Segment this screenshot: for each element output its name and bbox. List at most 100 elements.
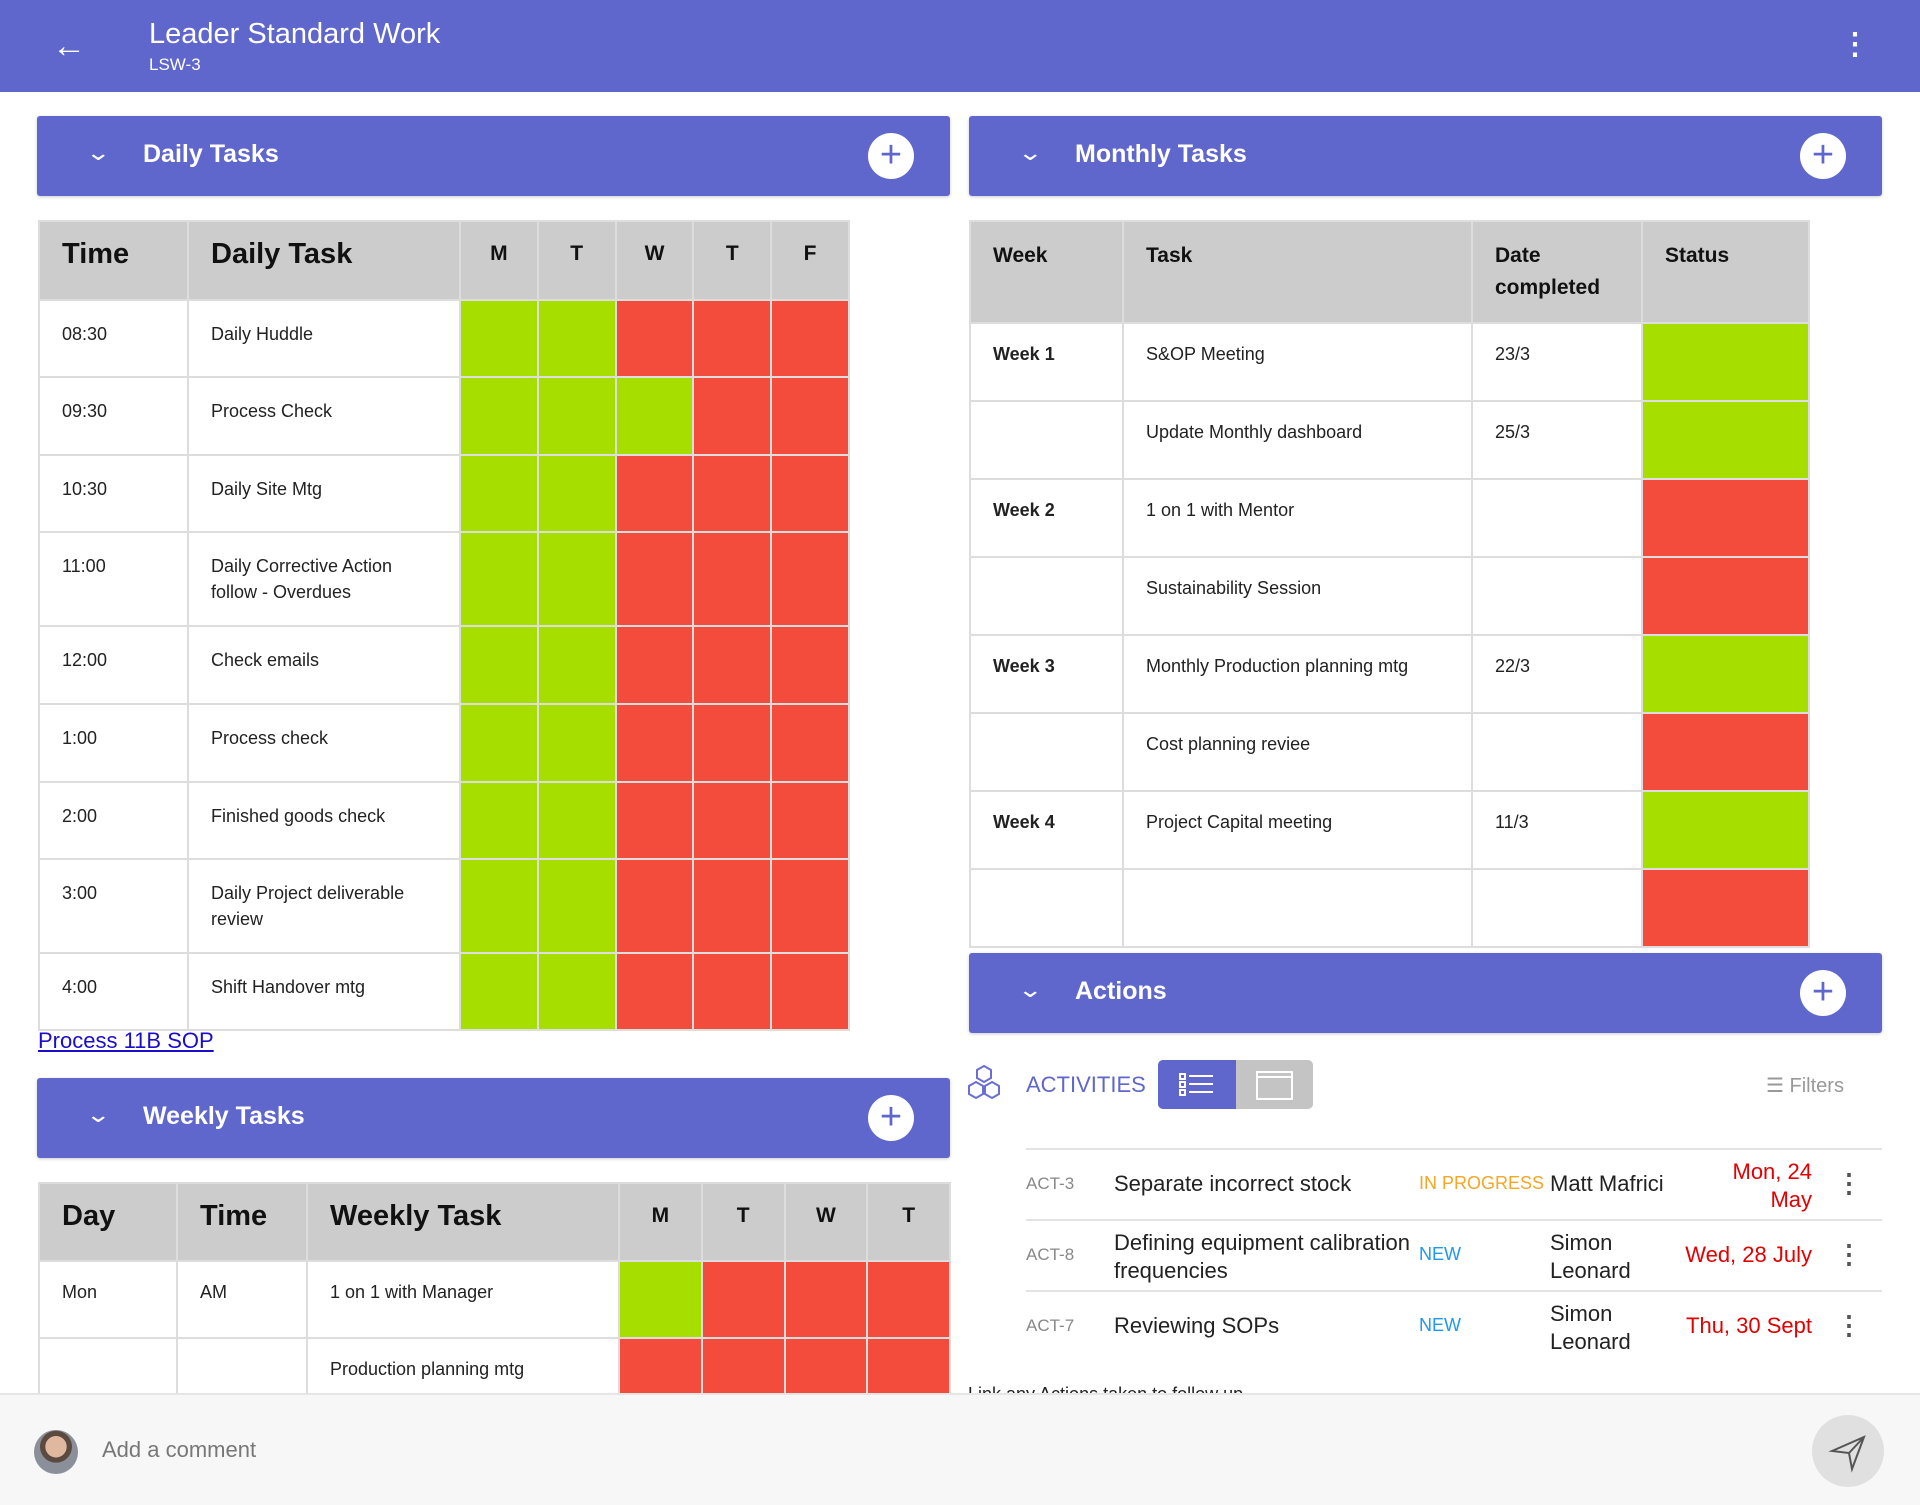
- more-menu-icon[interactable]: ⋮: [1840, 28, 1870, 61]
- status-cell-done[interactable]: [1641, 790, 1810, 870]
- task-cell: Check emails: [187, 625, 461, 705]
- status-cell-done[interactable]: [459, 858, 539, 954]
- column-header: Weekly Task: [306, 1182, 620, 1262]
- avatar: [34, 1430, 78, 1474]
- week-cell: Week 3: [969, 634, 1124, 714]
- app-bar: ← Leader Standard Work LSW-3 ⋮: [0, 0, 1920, 92]
- status-cell-not-done[interactable]: [783, 1260, 869, 1339]
- status-cell-not-done[interactable]: [1641, 478, 1810, 558]
- calendar-view-button[interactable]: [1236, 1060, 1313, 1109]
- status-cell-done[interactable]: [536, 299, 617, 378]
- time-cell: 11:00: [38, 531, 189, 627]
- process-sop-link[interactable]: Process 11B SOP: [38, 1028, 214, 1053]
- status-cell-done[interactable]: [536, 625, 617, 705]
- chevron-down-icon[interactable]: ⌄: [1017, 140, 1044, 165]
- status-cell-done[interactable]: [459, 952, 539, 1031]
- status-cell-done[interactable]: [1641, 322, 1810, 402]
- activity-title[interactable]: Reviewing SOPs: [1114, 1313, 1280, 1338]
- status-cell-done[interactable]: [459, 376, 539, 456]
- status-cell-not-done[interactable]: [770, 299, 850, 378]
- status-cell-not-done[interactable]: [692, 952, 773, 1031]
- column-header: Week: [969, 220, 1124, 324]
- table-row: Sustainability Session: [969, 556, 1810, 636]
- status-cell-not-done[interactable]: [1641, 712, 1810, 792]
- add-action-button[interactable]: +: [1800, 970, 1846, 1016]
- send-button[interactable]: [1812, 1415, 1884, 1487]
- status-cell-not-done[interactable]: [614, 299, 695, 378]
- filters-button[interactable]: ☰ Filters: [1766, 1073, 1844, 1098]
- status-cell-done[interactable]: [536, 531, 617, 627]
- more-vert-icon[interactable]: ⋮: [1836, 1168, 1862, 1198]
- status-cell-not-done[interactable]: [692, 781, 773, 860]
- more-vert-icon[interactable]: ⋮: [1836, 1310, 1862, 1340]
- add-weekly-task-button[interactable]: +: [868, 1095, 914, 1141]
- activity-row[interactable]: ACT-3 Separate incorrect stock IN PROGRESS…: [1026, 1148, 1882, 1219]
- actions-header[interactable]: ⌄ Actions +: [969, 953, 1882, 1033]
- status-cell-not-done[interactable]: [614, 952, 695, 1031]
- table-row: 09:30 Process Check: [38, 376, 850, 456]
- time-cell: 3:00: [38, 858, 189, 954]
- status-cell-done[interactable]: [536, 376, 617, 456]
- add-daily-task-button[interactable]: +: [868, 133, 914, 179]
- activity-row[interactable]: ACT-8 Defining equipment calibration freq…: [1026, 1219, 1882, 1290]
- status-cell-not-done[interactable]: [1641, 556, 1810, 636]
- status-cell-not-done[interactable]: [1641, 868, 1810, 948]
- status-cell-not-done[interactable]: [770, 858, 850, 954]
- daily-tasks-header[interactable]: ⌄ Daily Tasks +: [37, 116, 950, 196]
- chevron-down-icon[interactable]: ⌄: [85, 1102, 112, 1127]
- status-cell-not-done[interactable]: [692, 454, 773, 533]
- status-cell-done[interactable]: [459, 531, 539, 627]
- status-cell-not-done[interactable]: [614, 858, 695, 954]
- status-cell-done[interactable]: [1641, 400, 1810, 480]
- status-cell-done[interactable]: [459, 781, 539, 860]
- status-cell-done[interactable]: [618, 1260, 703, 1339]
- status-cell-not-done[interactable]: [614, 625, 695, 705]
- week-cell: [969, 868, 1124, 948]
- status-cell-not-done[interactable]: [614, 703, 695, 783]
- activity-row[interactable]: ACT-7 Reviewing SOPs NEW Simon Leonard Thu, …: [1026, 1290, 1882, 1361]
- status-cell-done[interactable]: [536, 781, 617, 860]
- status-cell-not-done[interactable]: [614, 781, 695, 860]
- status-cell-not-done[interactable]: [614, 531, 695, 627]
- status-cell-not-done[interactable]: [692, 858, 773, 954]
- status-cell-not-done[interactable]: [692, 299, 773, 378]
- comment-input[interactable]: Add a comment: [102, 1437, 257, 1462]
- status-cell-done[interactable]: [459, 454, 539, 533]
- status-cell-done[interactable]: [536, 952, 617, 1031]
- status-cell-done[interactable]: [459, 703, 539, 783]
- status-cell-not-done[interactable]: [692, 531, 773, 627]
- list-view-button[interactable]: [1158, 1060, 1236, 1109]
- status-cell-not-done[interactable]: [770, 531, 850, 627]
- monthly-tasks-header[interactable]: ⌄ Monthly Tasks +: [969, 116, 1882, 196]
- status-cell-not-done[interactable]: [770, 376, 850, 456]
- status-cell-not-done[interactable]: [770, 625, 850, 705]
- status-cell-not-done[interactable]: [614, 454, 695, 533]
- time-cell: 4:00: [38, 952, 189, 1031]
- status-cell-not-done[interactable]: [770, 454, 850, 533]
- status-cell-not-done[interactable]: [692, 625, 773, 705]
- monthly-tasks-table: Week Task Date completed Status Week 1 S&OP M…: [969, 220, 1810, 948]
- more-vert-icon[interactable]: ⋮: [1836, 1239, 1862, 1269]
- weekly-tasks-header[interactable]: ⌄ Weekly Tasks +: [37, 1078, 950, 1158]
- status-cell-done[interactable]: [1641, 634, 1810, 714]
- status-cell-done[interactable]: [614, 376, 695, 456]
- chevron-down-icon[interactable]: ⌄: [85, 140, 112, 165]
- status-cell-not-done[interactable]: [770, 952, 850, 1031]
- status-cell-done[interactable]: [459, 625, 539, 705]
- back-arrow-icon[interactable]: ←: [52, 27, 86, 65]
- status-cell-not-done[interactable]: [866, 1260, 951, 1339]
- status-cell-not-done[interactable]: [770, 703, 850, 783]
- activity-title[interactable]: Defining equipment calibration frequenci…: [1114, 1230, 1410, 1283]
- status-cell-not-done[interactable]: [692, 703, 773, 783]
- column-header: Task: [1122, 220, 1473, 324]
- status-cell-done[interactable]: [536, 858, 617, 954]
- status-cell-not-done[interactable]: [692, 376, 773, 456]
- status-cell-not-done[interactable]: [770, 781, 850, 860]
- activity-title[interactable]: Separate incorrect stock: [1114, 1171, 1352, 1196]
- status-cell-not-done[interactable]: [700, 1260, 786, 1339]
- add-monthly-task-button[interactable]: +: [1800, 133, 1846, 179]
- status-cell-done[interactable]: [536, 454, 617, 533]
- status-cell-done[interactable]: [536, 703, 617, 783]
- status-cell-done[interactable]: [459, 299, 539, 378]
- chevron-down-icon[interactable]: ⌄: [1017, 977, 1044, 1002]
